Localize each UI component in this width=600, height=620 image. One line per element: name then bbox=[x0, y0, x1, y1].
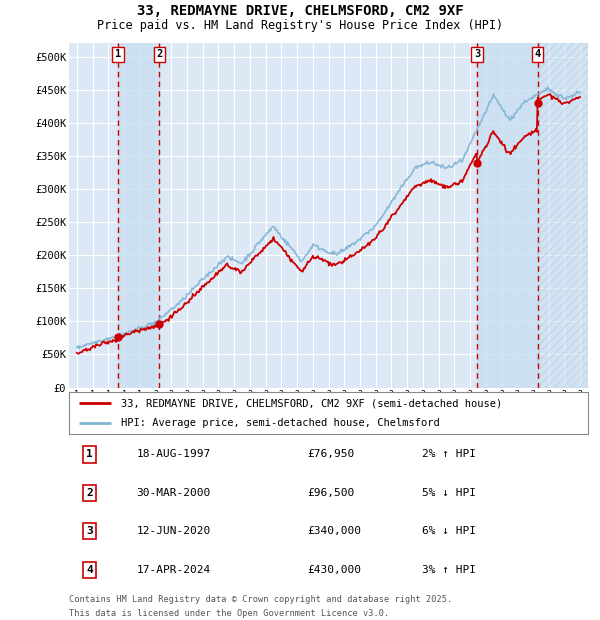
Text: HPI: Average price, semi-detached house, Chelmsford: HPI: Average price, semi-detached house,… bbox=[121, 418, 440, 428]
Text: 30-MAR-2000: 30-MAR-2000 bbox=[136, 488, 211, 498]
Text: Price paid vs. HM Land Registry's House Price Index (HPI): Price paid vs. HM Land Registry's House … bbox=[97, 19, 503, 32]
Text: 33, REDMAYNE DRIVE, CHELMSFORD, CM2 9XF: 33, REDMAYNE DRIVE, CHELMSFORD, CM2 9XF bbox=[137, 4, 463, 19]
Text: £430,000: £430,000 bbox=[308, 565, 362, 575]
Text: 2% ↑ HPI: 2% ↑ HPI bbox=[422, 450, 476, 459]
Text: Contains HM Land Registry data © Crown copyright and database right 2025.: Contains HM Land Registry data © Crown c… bbox=[69, 595, 452, 604]
Text: £340,000: £340,000 bbox=[308, 526, 362, 536]
Text: 5% ↓ HPI: 5% ↓ HPI bbox=[422, 488, 476, 498]
Text: 17-APR-2024: 17-APR-2024 bbox=[136, 565, 211, 575]
Bar bbox=[538, 43, 588, 388]
Text: 3: 3 bbox=[474, 49, 480, 60]
Text: 2: 2 bbox=[157, 49, 163, 60]
Bar bbox=[477, 43, 538, 388]
Text: This data is licensed under the Open Government Licence v3.0.: This data is licensed under the Open Gov… bbox=[69, 609, 389, 618]
Text: 4: 4 bbox=[86, 565, 93, 575]
Text: 2: 2 bbox=[86, 488, 93, 498]
Text: 4: 4 bbox=[535, 49, 541, 60]
Text: 18-AUG-1997: 18-AUG-1997 bbox=[136, 450, 211, 459]
Text: £76,950: £76,950 bbox=[308, 450, 355, 459]
Text: 3: 3 bbox=[86, 526, 93, 536]
Text: £96,500: £96,500 bbox=[308, 488, 355, 498]
Text: 1: 1 bbox=[115, 49, 121, 60]
Text: 33, REDMAYNE DRIVE, CHELMSFORD, CM2 9XF (semi-detached house): 33, REDMAYNE DRIVE, CHELMSFORD, CM2 9XF … bbox=[121, 398, 502, 408]
Text: 3% ↑ HPI: 3% ↑ HPI bbox=[422, 565, 476, 575]
Text: 12-JUN-2020: 12-JUN-2020 bbox=[136, 526, 211, 536]
Text: 1: 1 bbox=[86, 450, 93, 459]
Text: 6% ↓ HPI: 6% ↓ HPI bbox=[422, 526, 476, 536]
Bar bbox=[118, 43, 160, 388]
